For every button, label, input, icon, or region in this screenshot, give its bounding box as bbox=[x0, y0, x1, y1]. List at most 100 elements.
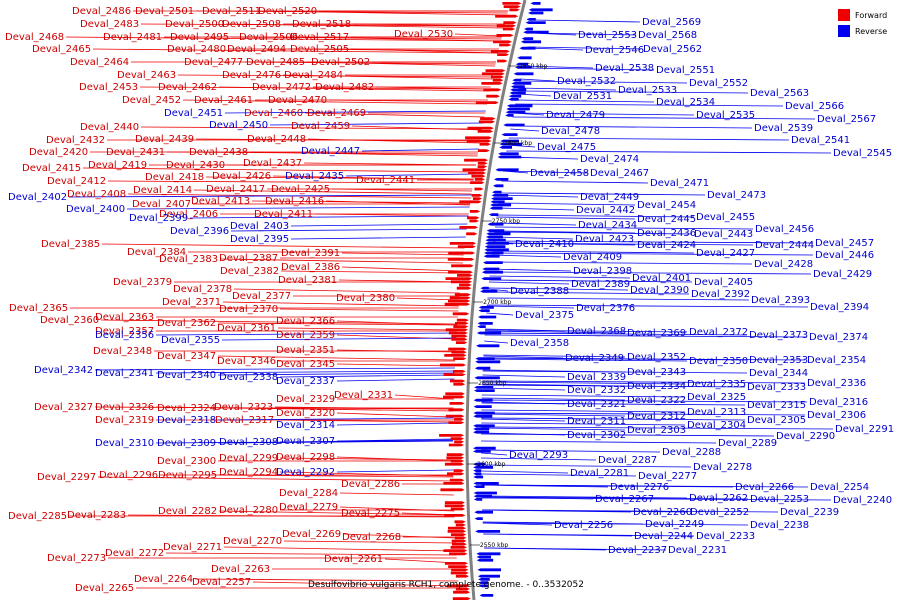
reverse-gene-arrow bbox=[473, 469, 482, 472]
genome-backbone bbox=[465, 0, 527, 600]
forward-gene-arrow bbox=[439, 434, 465, 437]
reverse-leader-line bbox=[279, 439, 454, 443]
reverse-gene-label: Deval_2568 bbox=[638, 30, 697, 41]
reverse-gene-arrow bbox=[484, 245, 506, 248]
forward-gene-label: Deval_2484 bbox=[284, 70, 343, 81]
reverse-leader-line bbox=[217, 417, 454, 421]
reverse-gene-arrow bbox=[503, 123, 525, 127]
reverse-leader-line bbox=[515, 103, 784, 107]
reverse-gene-label: Deval_2342 bbox=[34, 365, 93, 376]
forward-gene-arrow bbox=[471, 174, 486, 178]
forward-leader-line bbox=[325, 200, 470, 206]
forward-gene-label: Deval_2297 bbox=[37, 472, 96, 483]
reverse-gene-label: Deval_2308 bbox=[219, 437, 278, 448]
forward-leader-line bbox=[82, 167, 475, 173]
reverse-gene-arrow bbox=[482, 261, 503, 264]
reverse-leader-line bbox=[189, 215, 469, 219]
reverse-gene-label: Deval_2533 bbox=[618, 85, 677, 96]
forward-gene-arrow bbox=[450, 571, 469, 575]
reverse-gene-arrow bbox=[505, 110, 526, 114]
reverse-gene-label: Deval_2341 bbox=[95, 368, 154, 379]
reverse-gene-arrow bbox=[476, 331, 502, 335]
forward-leader-line bbox=[194, 578, 459, 582]
forward-gene-arrow bbox=[448, 408, 465, 412]
reverse-gene-arrow bbox=[474, 386, 494, 389]
reverse-leader-line bbox=[481, 418, 566, 422]
reverse-leader-line bbox=[481, 470, 569, 474]
reverse-leader-line bbox=[484, 334, 808, 338]
forward-leader-line bbox=[277, 327, 457, 331]
reverse-leader-line bbox=[484, 547, 667, 551]
reverse-gene-arrow bbox=[508, 94, 522, 98]
reverse-gene-label: Deval_2402 bbox=[8, 192, 67, 203]
forward-gene-arrow bbox=[475, 101, 499, 104]
reverse-gene-label: Deval_2333 bbox=[747, 382, 806, 393]
forward-gene-arrow bbox=[443, 549, 468, 552]
legend-forward-label: Forward bbox=[855, 11, 887, 20]
forward-gene-label: Deval_2439 bbox=[135, 134, 194, 145]
reverse-gene-arrow bbox=[488, 213, 499, 216]
forward-gene-arrow bbox=[448, 270, 473, 274]
forward-gene-label: Deval_2415 bbox=[22, 163, 81, 174]
forward-gene-label: Deval_2430 bbox=[166, 160, 225, 171]
reverse-gene-label: Deval_2306 bbox=[807, 410, 866, 421]
forward-gene-label: Deval_2296 bbox=[99, 470, 158, 481]
reverse-leader-line bbox=[481, 409, 686, 413]
forward-gene-label: Deval_2465 bbox=[32, 44, 91, 55]
forward-leader-line bbox=[351, 125, 483, 131]
reverse-gene-label: Deval_2350 bbox=[689, 356, 748, 367]
reverse-leader-line bbox=[230, 228, 467, 232]
reverse-gene-arrow bbox=[499, 142, 523, 146]
forward-leader-line bbox=[205, 176, 474, 180]
reverse-leader-line bbox=[481, 440, 717, 444]
reverse-gene-arrow bbox=[477, 322, 493, 325]
reverse-leader-line bbox=[533, 19, 641, 23]
forward-gene-label: Deval_2385 bbox=[41, 239, 100, 250]
reverse-gene-label: Deval_2375 bbox=[515, 310, 574, 321]
reverse-gene-arrow bbox=[485, 242, 510, 245]
forward-gene-arrow bbox=[444, 462, 465, 466]
forward-leader-line bbox=[336, 412, 454, 418]
forward-gene-label: Deval_2476 bbox=[222, 70, 281, 81]
forward-gene-arrow bbox=[448, 443, 465, 447]
reverse-gene-label: Deval_2389 bbox=[571, 279, 630, 290]
forward-gene-label: Deval_2495 bbox=[170, 32, 229, 43]
forward-gene-label: Deval_2416 bbox=[265, 196, 324, 207]
forward-gene-arrow bbox=[452, 370, 466, 373]
forward-gene-arrow bbox=[453, 382, 466, 386]
forward-gene-label: Deval_2286 bbox=[341, 479, 400, 490]
forward-gene-arrow bbox=[497, 53, 509, 56]
reverse-gene-label: Deval_2304 bbox=[687, 420, 746, 431]
reverse-gene-arrow bbox=[530, 2, 541, 5]
forward-gene-arrow bbox=[486, 94, 500, 98]
reverse-gene-label: Deval_2281 bbox=[570, 468, 629, 479]
forward-gene-arrow bbox=[451, 542, 467, 546]
reverse-leader-line bbox=[481, 452, 508, 456]
tick-label: 2650 kbp bbox=[478, 380, 506, 387]
forward-gene-arrow bbox=[464, 158, 489, 162]
reverse-leader-line bbox=[499, 192, 706, 196]
forward-leader-line bbox=[249, 151, 478, 157]
reverse-gene-arrow bbox=[473, 482, 499, 485]
reverse-gene-label: Deval_2334 bbox=[627, 381, 686, 392]
forward-gene-arrow bbox=[483, 88, 502, 92]
forward-leader-line bbox=[338, 279, 461, 283]
forward-gene-arrow bbox=[448, 331, 468, 335]
forward-leader-line bbox=[283, 540, 456, 544]
reverse-gene-label: Deval_2310 bbox=[95, 438, 154, 449]
forward-gene-arrow bbox=[447, 584, 470, 588]
forward-gene-arrow bbox=[445, 277, 473, 280]
forward-leader-line bbox=[218, 510, 455, 516]
reverse-gene-label: Deval_2455 bbox=[696, 212, 755, 223]
reverse-gene-label: Deval_2260 bbox=[633, 507, 692, 518]
forward-gene-label: Deval_2345 bbox=[276, 359, 335, 370]
reverse-leader-line bbox=[269, 122, 484, 126]
forward-gene-label: Deval_2420 bbox=[29, 147, 88, 158]
forward-gene-label: Deval_2378 bbox=[173, 284, 232, 295]
forward-gene-arrow bbox=[445, 392, 465, 396]
forward-gene-arrow bbox=[449, 379, 466, 383]
forward-gene-label: Deval_2461 bbox=[194, 95, 253, 106]
forward-gene-label: Deval_2437 bbox=[243, 158, 302, 169]
forward-gene-arrow bbox=[459, 200, 482, 204]
reverse-gene-arrow bbox=[505, 114, 514, 117]
